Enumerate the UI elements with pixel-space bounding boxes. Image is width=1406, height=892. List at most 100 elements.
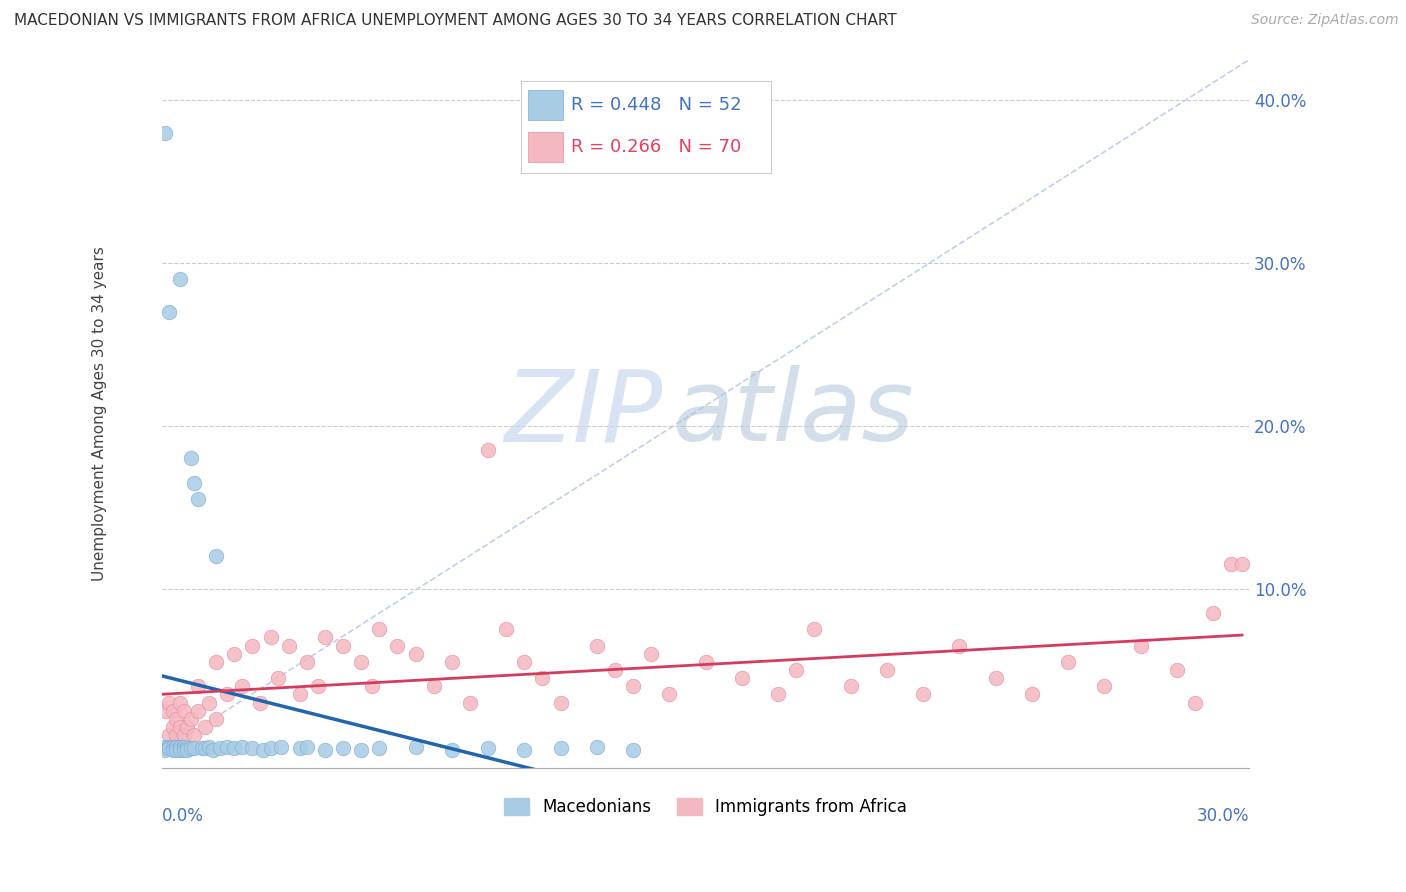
Point [198, 739, 221, 754]
Point [585, 739, 607, 754]
Point [198, 696, 221, 710]
Point [162, 741, 184, 756]
Text: 0.0%: 0.0% [162, 806, 204, 824]
Point [169, 272, 191, 286]
Point [173, 704, 195, 718]
Point [165, 741, 187, 756]
Point [911, 688, 934, 702]
Point [165, 728, 187, 742]
Point [332, 639, 354, 653]
Point [169, 741, 191, 756]
Point [1230, 558, 1253, 572]
Point [231, 679, 253, 693]
Text: MACEDONIAN VS IMMIGRANTS FROM AFRICA UNEMPLOYMENT AMONG AGES 30 TO 34 YEARS CORR: MACEDONIAN VS IMMIGRANTS FROM AFRICA UNE… [14, 13, 897, 29]
Point [169, 739, 191, 754]
Point [361, 679, 384, 693]
Point [249, 696, 271, 710]
Point [176, 720, 198, 734]
Point [162, 743, 184, 757]
Text: Source: ZipAtlas.com: Source: ZipAtlas.com [1251, 13, 1399, 28]
Point [731, 671, 754, 685]
Point [157, 696, 180, 710]
Point [477, 741, 499, 756]
Point [350, 655, 373, 669]
Point [183, 741, 205, 756]
Point [267, 671, 290, 685]
Point [603, 663, 626, 677]
Point [332, 741, 354, 756]
Point [1092, 679, 1115, 693]
Point [695, 655, 717, 669]
Point [205, 712, 228, 726]
Point [350, 743, 373, 757]
Point [187, 704, 209, 718]
Point [190, 741, 212, 756]
Point [440, 655, 463, 669]
Text: Unemployment Among Ages 30 to 34 years: Unemployment Among Ages 30 to 34 years [93, 246, 107, 581]
Point [205, 549, 228, 563]
Point [550, 696, 572, 710]
Point [194, 720, 217, 734]
Point [169, 696, 191, 710]
Point [422, 679, 444, 693]
Point [173, 728, 195, 742]
Point [180, 712, 202, 726]
Point [259, 741, 281, 756]
Point [440, 743, 463, 757]
Point [948, 639, 970, 653]
Point [155, 739, 177, 754]
Point [224, 741, 246, 756]
Legend: Macedonians, Immigrants from Africa: Macedonians, Immigrants from Africa [498, 791, 914, 823]
Point [224, 647, 246, 661]
Point [368, 741, 391, 756]
Point [405, 647, 427, 661]
Point [640, 647, 662, 661]
Point [155, 743, 177, 757]
Point [201, 743, 224, 757]
Point [252, 743, 274, 757]
Text: atlas: atlas [673, 365, 914, 462]
Point [314, 743, 336, 757]
Point [155, 741, 177, 756]
Point [231, 739, 253, 754]
Point [155, 126, 177, 140]
Point [1202, 606, 1225, 620]
Point [183, 728, 205, 742]
Point [458, 696, 481, 710]
Point [169, 743, 191, 757]
Point [162, 739, 184, 754]
Point [270, 739, 292, 754]
Point [215, 739, 238, 754]
Point [165, 743, 187, 757]
Point [187, 492, 209, 507]
Point [314, 631, 336, 645]
Point [259, 631, 281, 645]
Point [169, 720, 191, 734]
Point [803, 623, 825, 637]
Text: ZIP: ZIP [503, 365, 662, 462]
Point [157, 741, 180, 756]
Point [876, 663, 898, 677]
Point [1166, 663, 1188, 677]
Point [155, 704, 177, 718]
Point [277, 639, 299, 653]
Point [658, 688, 681, 702]
Point [550, 741, 572, 756]
Point [621, 679, 644, 693]
Point [1220, 558, 1243, 572]
Point [180, 451, 202, 466]
Point [215, 688, 238, 702]
Point [173, 739, 195, 754]
Point [288, 741, 311, 756]
Point [295, 655, 318, 669]
Point [1184, 696, 1206, 710]
Point [477, 443, 499, 458]
Point [288, 688, 311, 702]
Point [157, 728, 180, 742]
Point [1129, 639, 1152, 653]
Point [187, 679, 209, 693]
Point [176, 743, 198, 757]
Point [165, 739, 187, 754]
Point [307, 679, 329, 693]
Point [157, 739, 180, 754]
